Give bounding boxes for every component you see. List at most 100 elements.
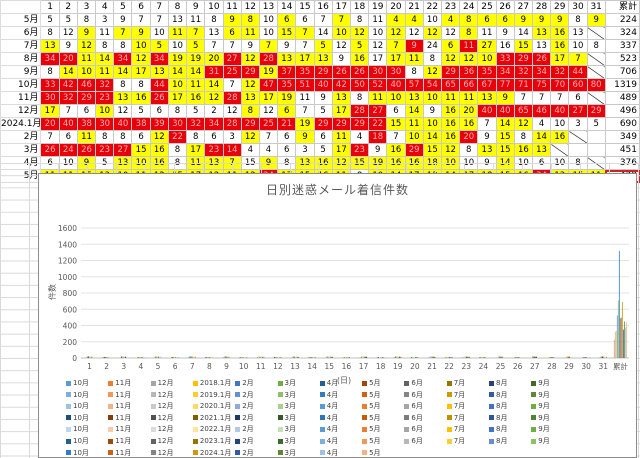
day-count-cell[interactable]: 15 <box>495 130 515 144</box>
day-count-cell[interactable]: 13 <box>277 52 297 66</box>
day-count-cell[interactable]: 19 <box>186 52 206 66</box>
day-count-cell[interactable]: 20 <box>40 117 60 131</box>
day-count-cell[interactable]: 10 <box>149 26 169 40</box>
day-count-cell[interactable]: 12 <box>422 65 442 79</box>
day-count-cell[interactable]: 14 <box>58 65 78 79</box>
day-count-cell[interactable]: 6 <box>386 104 406 118</box>
day-count-cell[interactable]: 12 <box>76 39 97 53</box>
day-count-cell[interactable]: 8 <box>459 143 479 157</box>
day-count-cell[interactable]: 2 <box>204 104 224 118</box>
day-count-cell[interactable]: 4 <box>440 13 461 27</box>
header-day-cell[interactable]: 17 <box>331 0 351 14</box>
day-count-cell[interactable]: 10 <box>386 91 406 105</box>
header-day-cell[interactable]: 22 <box>422 0 442 14</box>
day-count-cell[interactable]: 8 <box>586 39 606 53</box>
day-count-cell[interactable]: 26 <box>331 65 351 79</box>
header-day-cell[interactable]: 4 <box>95 0 115 14</box>
day-count-cell[interactable]: 11 <box>240 26 260 40</box>
day-count-cell[interactable]: 12 <box>386 26 406 40</box>
day-count-cell[interactable]: 66 <box>459 78 479 92</box>
header-day-cell[interactable]: 5 <box>113 0 133 14</box>
month-label-cell[interactable]: 8月 <box>0 52 42 66</box>
header-day-cell[interactable]: 28 <box>531 0 552 14</box>
day-count-cell[interactable]: 7 <box>58 104 78 118</box>
header-day-cell[interactable]: 2 <box>58 0 78 14</box>
day-count-cell[interactable]: 10 <box>258 26 279 40</box>
header-day-cell[interactable]: 12 <box>240 0 260 14</box>
day-count-cell[interactable]: 5 <box>349 39 370 53</box>
day-count-cell[interactable]: 6 <box>277 104 297 118</box>
month-label-cell[interactable]: 11月 <box>0 91 42 105</box>
month-total-cell[interactable]: 324 <box>604 26 640 40</box>
day-count-cell[interactable]: 15 <box>277 26 297 40</box>
day-count-cell[interactable]: 7 <box>313 13 333 27</box>
day-count-cell[interactable]: 44 <box>149 78 169 92</box>
day-count-cell[interactable]: 5 <box>313 39 333 53</box>
day-count-cell[interactable]: 10 <box>568 39 588 53</box>
day-count-cell[interactable] <box>586 91 606 105</box>
day-count-cell[interactable]: 12 <box>204 91 224 105</box>
day-count-cell[interactable]: 9 <box>240 39 260 53</box>
day-count-cell[interactable]: 5 <box>58 13 78 27</box>
day-count-cell[interactable]: 30 <box>386 65 406 79</box>
day-count-cell[interactable]: 75 <box>531 78 552 92</box>
day-count-cell[interactable]: 32 <box>58 91 78 105</box>
day-count-cell[interactable]: 13 <box>531 143 552 157</box>
header-day-cell[interactable]: 31 <box>586 0 606 14</box>
day-count-cell[interactable]: 38 <box>76 117 97 131</box>
day-count-cell[interactable]: 12 <box>440 26 461 40</box>
day-count-cell[interactable]: 54 <box>422 78 442 92</box>
day-count-cell[interactable]: 77 <box>495 78 515 92</box>
header-day-cell[interactable]: 1 <box>40 0 60 14</box>
day-count-cell[interactable]: 9 <box>131 26 151 40</box>
day-count-cell[interactable]: 40 <box>58 117 78 131</box>
day-count-cell[interactable]: 8 <box>95 39 115 53</box>
day-count-cell[interactable]: 5 <box>131 104 151 118</box>
day-count-cell[interactable]: 17 <box>186 143 206 157</box>
day-count-cell[interactable]: 9 <box>477 130 497 144</box>
day-count-cell[interactable]: 10 <box>258 13 279 27</box>
day-count-cell[interactable]: 12 <box>440 143 461 157</box>
month-total-cell[interactable]: 489 <box>604 91 640 105</box>
day-count-cell[interactable]: 9 <box>586 13 606 27</box>
day-count-cell[interactable]: 17 <box>167 91 188 105</box>
day-count-cell[interactable]: 57 <box>404 78 424 92</box>
day-count-cell[interactable]: 5 <box>186 104 206 118</box>
day-count-cell[interactable]: 6 <box>131 130 151 144</box>
day-count-cell[interactable]: 22 <box>368 117 388 131</box>
day-count-cell[interactable] <box>586 26 606 40</box>
day-count-cell[interactable]: 19 <box>167 52 188 66</box>
day-count-cell[interactable]: 7 <box>204 39 224 53</box>
day-count-cell[interactable]: 17 <box>295 52 315 66</box>
day-count-cell[interactable]: 8 <box>76 13 97 27</box>
day-count-cell[interactable]: 7 <box>149 13 169 27</box>
day-count-cell[interactable]: 7 <box>222 39 242 53</box>
day-count-cell[interactable]: 23 <box>349 143 370 157</box>
month-total-cell[interactable]: 523 <box>604 52 640 66</box>
spreadsheet-grid[interactable]: 1 2 3 4 5 6 7 8 9 10 11 12 13 14 15 16 17 18 19 20 21 22 23 24 2… <box>0 0 640 183</box>
day-count-cell[interactable]: 7 <box>222 78 242 92</box>
day-count-cell[interactable]: 13 <box>204 26 224 40</box>
day-count-cell[interactable]: 17 <box>258 91 279 105</box>
day-count-cell[interactable]: 8 <box>131 78 151 92</box>
day-count-cell[interactable]: 30 <box>368 65 388 79</box>
day-count-cell[interactable]: 11 <box>459 91 479 105</box>
day-count-cell[interactable]: 5 <box>40 13 60 27</box>
day-count-cell[interactable]: 27 <box>477 39 497 53</box>
month-label-cell[interactable]: 2月 <box>0 130 42 144</box>
day-count-cell[interactable]: 29 <box>331 117 351 131</box>
day-count-cell[interactable]: 29 <box>404 143 424 157</box>
day-count-cell[interactable]: 9 <box>495 26 515 40</box>
day-count-cell[interactable]: 23 <box>95 143 115 157</box>
day-count-cell[interactable]: 37 <box>277 65 297 79</box>
day-count-cell[interactable]: 8 <box>186 130 206 144</box>
day-count-cell[interactable]: 11 <box>95 26 115 40</box>
day-count-cell[interactable]: 21 <box>277 117 297 131</box>
header-day-cell[interactable]: 18 <box>349 0 370 14</box>
day-count-cell[interactable]: 3 <box>568 117 588 131</box>
day-count-cell[interactable]: 16 <box>440 117 461 131</box>
day-count-cell[interactable]: 12 <box>240 130 260 144</box>
day-count-cell[interactable]: 35 <box>277 78 297 92</box>
day-count-cell[interactable]: 9 <box>113 13 133 27</box>
day-count-cell[interactable]: 7 <box>477 117 497 131</box>
